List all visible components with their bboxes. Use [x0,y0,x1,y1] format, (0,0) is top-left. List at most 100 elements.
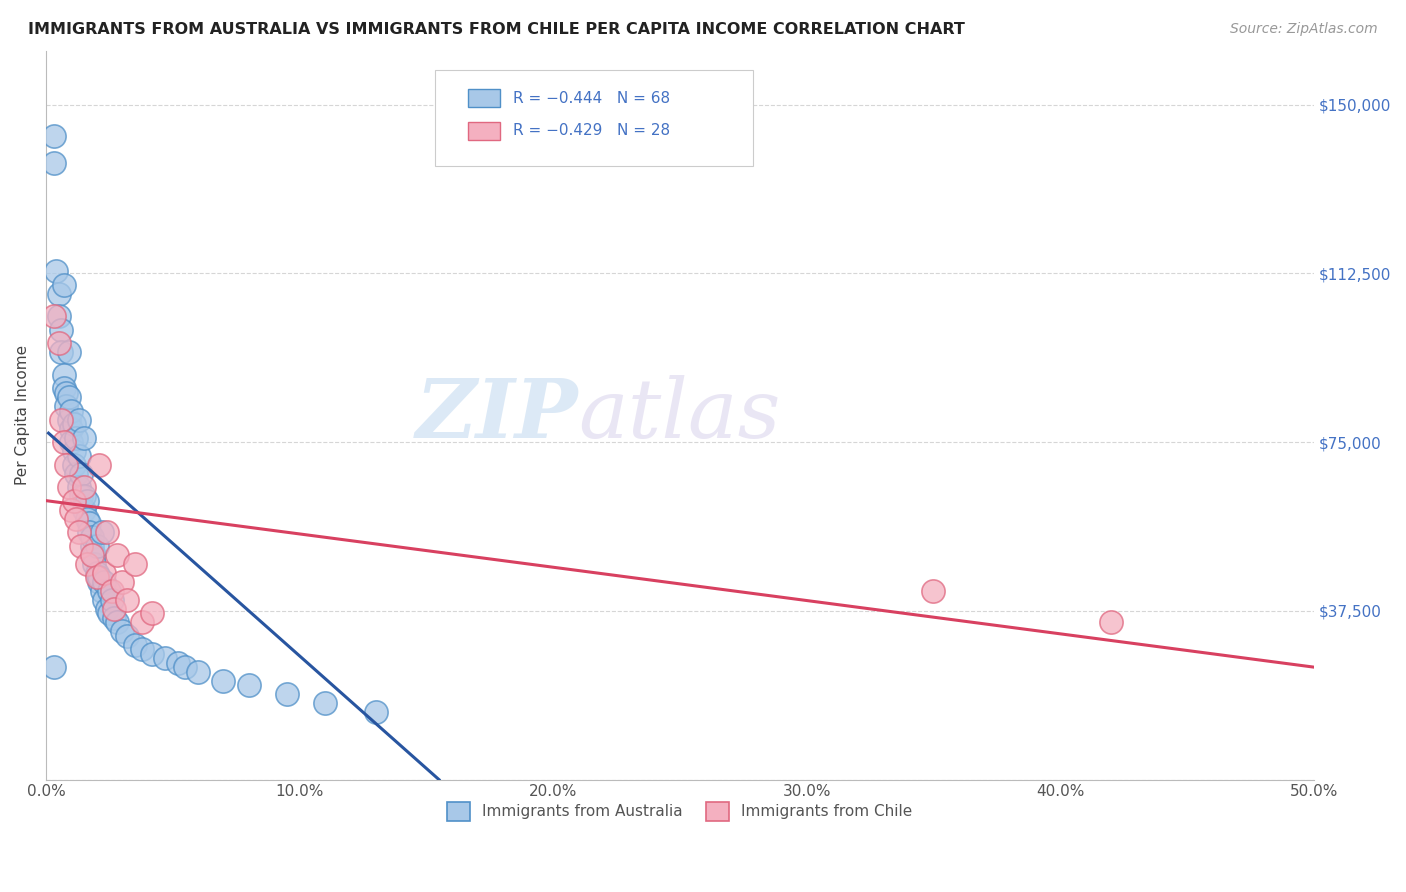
Point [55,399,77,413]
Point [153,651,176,665]
Point [51,323,73,337]
Point [42,129,65,144]
Point [60,502,83,516]
Point [105,548,128,562]
Point [73,489,96,503]
Point [42,660,65,674]
Point [238,678,260,692]
Point [60,403,83,417]
Text: ZIP: ZIP [416,376,578,455]
Point [101,583,124,598]
Point [115,592,138,607]
Point [111,574,134,589]
Point [276,687,298,701]
Point [48,309,70,323]
Text: atlas: atlas [578,376,780,455]
Point [124,557,146,571]
Point [60,422,83,436]
Point [212,673,235,688]
Point [105,615,128,629]
Point [51,412,73,426]
Point [364,705,387,719]
Point [67,480,90,494]
FancyBboxPatch shape [468,89,501,107]
Point [51,345,73,359]
Point [55,385,77,400]
Point [60,435,83,450]
Point [52,435,75,450]
Point [76,511,98,525]
Point [73,480,96,494]
Point [65,467,87,481]
Point [90,525,112,540]
Point [103,601,125,615]
Point [80,539,103,553]
Point [314,696,336,710]
Point [73,502,96,516]
Point [76,557,98,571]
Point [115,629,138,643]
Point [1099,615,1122,629]
Legend: Immigrants from Australia, Immigrants from Chile: Immigrants from Australia, Immigrants fr… [441,796,918,827]
Point [67,449,90,463]
Point [52,368,75,382]
Point [174,660,197,674]
Point [83,557,105,571]
Point [80,530,103,544]
Point [48,286,70,301]
Point [52,277,75,292]
Point [93,566,115,580]
Point [70,539,93,553]
Point [86,539,108,553]
Point [101,592,124,607]
Point [96,601,118,615]
Point [67,525,90,540]
Point [89,458,111,472]
Point [86,570,108,584]
Point [103,610,125,624]
Point [58,412,80,426]
Point [141,647,163,661]
Point [166,656,188,670]
Text: IMMIGRANTS FROM AUSTRALIA VS IMMIGRANTS FROM CHILE PER CAPITA INCOME CORRELATION: IMMIGRANTS FROM AUSTRALIA VS IMMIGRANTS … [28,22,965,37]
Point [58,345,80,359]
Point [65,431,87,445]
Point [63,493,86,508]
Point [922,583,945,598]
Text: R = −0.429   N = 28: R = −0.429 N = 28 [513,123,669,138]
Point [124,638,146,652]
Point [45,264,67,278]
Point [70,467,93,481]
Point [187,665,209,679]
Point [93,592,115,607]
Text: R = −0.444   N = 68: R = −0.444 N = 68 [513,91,669,105]
Point [89,570,111,584]
Point [131,642,153,657]
Y-axis label: Per Capita Income: Per Capita Income [15,345,30,485]
Point [58,390,80,404]
Point [96,525,118,540]
FancyBboxPatch shape [468,121,501,140]
Point [52,381,75,395]
Point [98,606,121,620]
Point [48,336,70,351]
Point [65,511,87,525]
Point [58,480,80,494]
Point [55,458,77,472]
Point [80,548,103,562]
Point [73,431,96,445]
Point [42,156,65,170]
Point [86,566,108,580]
Point [70,489,93,503]
Point [63,444,86,458]
Point [111,624,134,639]
Point [83,548,105,562]
Point [77,516,100,530]
Point [42,309,65,323]
Point [63,458,86,472]
Point [89,574,111,589]
Text: Source: ZipAtlas.com: Source: ZipAtlas.com [1230,22,1378,37]
Point [90,583,112,598]
Point [77,525,100,540]
Point [131,615,153,629]
